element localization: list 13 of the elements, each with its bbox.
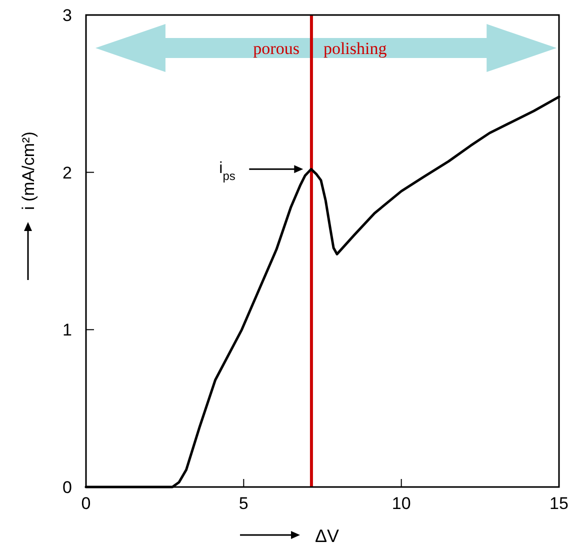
y-tick-label: 3 bbox=[62, 6, 72, 25]
y-tick-label: 2 bbox=[62, 163, 72, 182]
annotation: porous bbox=[253, 39, 300, 58]
x-axis-title: ΔV bbox=[315, 526, 340, 546]
y-tick-label: 0 bbox=[62, 478, 72, 497]
x-tick-label: 10 bbox=[392, 494, 411, 513]
annotation: i$_{ps}$ bbox=[219, 160, 236, 184]
y-tick-label: 1 bbox=[62, 320, 72, 340]
y-axis-title: i (mA/cm²) bbox=[19, 132, 38, 210]
x-tick-label: 0 bbox=[81, 494, 91, 513]
annotation: polishing bbox=[323, 39, 388, 58]
x-tick-label: 15 bbox=[550, 494, 568, 513]
x-tick-label: 5 bbox=[238, 494, 248, 513]
